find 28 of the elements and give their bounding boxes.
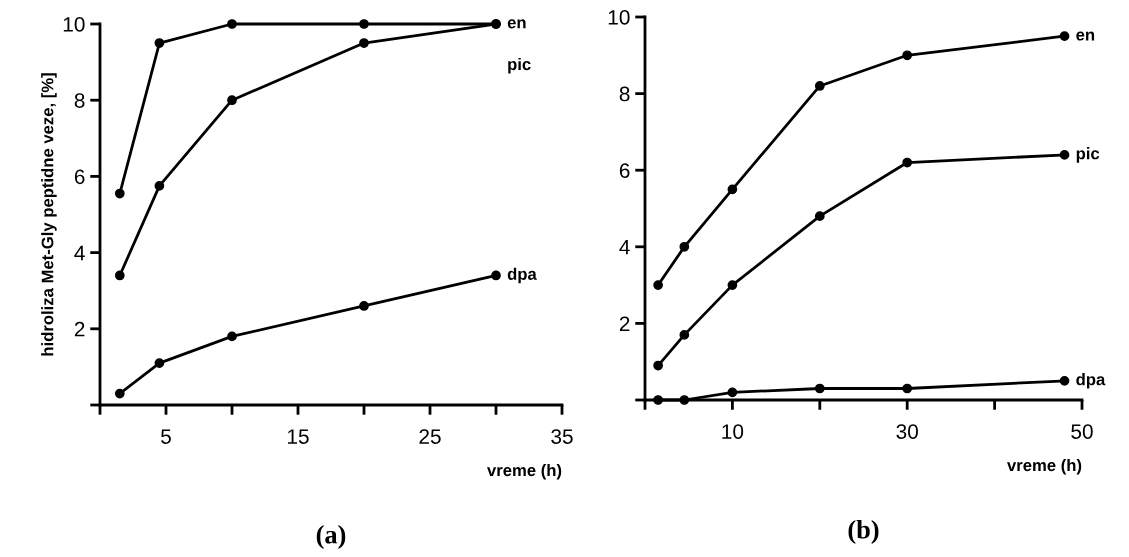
x-tick-label: 30 — [896, 424, 918, 439]
x-tick-label: 5 — [161, 429, 171, 444]
y-tick-label: 4 — [74, 245, 85, 261]
text: (b) — [848, 519, 879, 544]
x-tick-label: 25 — [419, 429, 441, 444]
y-tick-label: 10 — [63, 17, 85, 32]
y-tick-label: 2 — [619, 316, 630, 331]
x-tick-label: 50 — [1071, 424, 1093, 439]
series-label: dpa — [1076, 373, 1106, 389]
y-tick-label: 4 — [619, 240, 630, 255]
x-tick-label: 15 — [288, 429, 309, 444]
text: (a) — [316, 524, 346, 549]
y-tick-label: 2 — [74, 321, 85, 337]
series-label: dpa — [507, 267, 537, 284]
y-axis-title: hidroliza Met-Gly peptidne veze, [%] — [41, 73, 57, 356]
series-label: en — [1076, 31, 1095, 41]
y-tick-label: 6 — [619, 163, 630, 178]
series-label: pic — [1076, 147, 1100, 163]
y-tick-label: 10 — [608, 10, 630, 25]
y-tick-label: 6 — [74, 169, 85, 185]
x-tick-label: 35 — [551, 429, 573, 444]
x-axis-title: vreme (h) — [1007, 458, 1082, 475]
series-label: pic — [508, 57, 531, 74]
x-tick-label: 10 — [722, 424, 744, 439]
series-label: en — [507, 19, 526, 29]
x-axis-title: vreme (h) — [487, 463, 562, 480]
y-tick-label: 8 — [74, 93, 85, 108]
y-tick-label: 8 — [619, 86, 630, 102]
